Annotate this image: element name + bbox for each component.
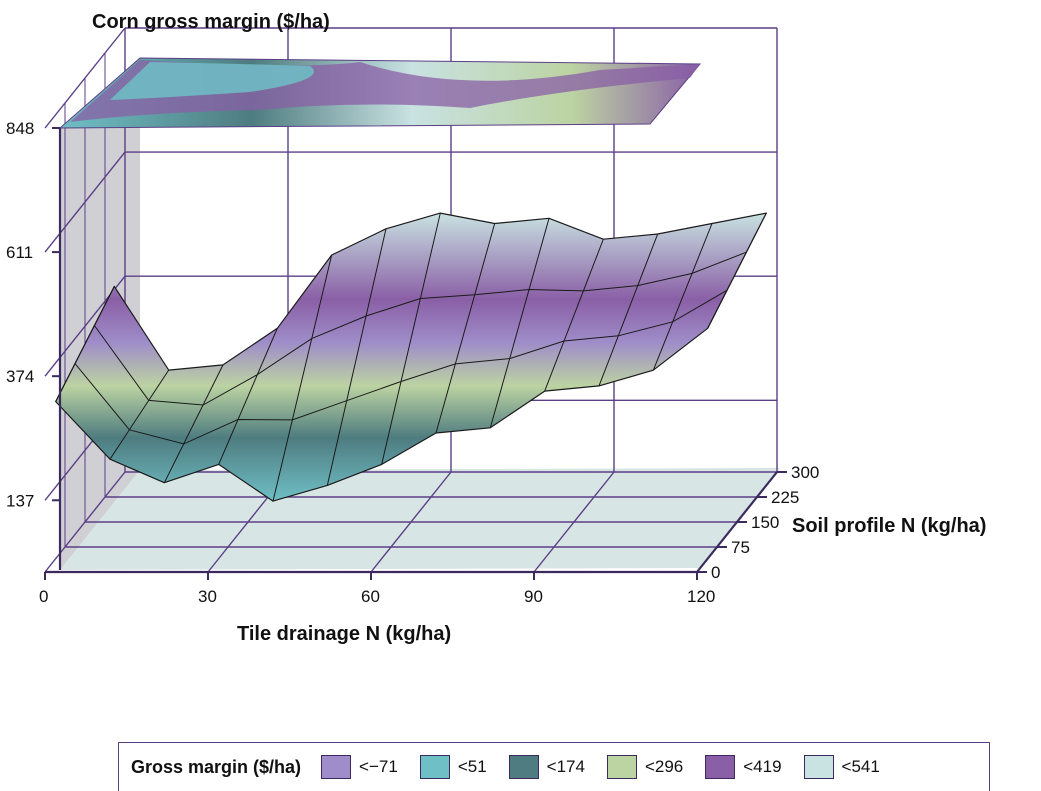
legend-item: <541 [803,755,880,779]
x-tick-label: 60 [361,587,380,606]
legend-item: <174 [508,755,585,779]
y-axis-label: Soil profile N (kg/ha) [792,515,986,537]
legend-swatch [606,755,637,779]
legend-swatch [803,755,834,779]
y-tick-label: 225 [771,488,799,507]
legend-item: <419 [705,755,782,779]
legend-swatch [321,755,352,779]
y-tick-label: 300 [791,463,819,482]
legend-label: <51 [457,757,487,776]
legend-item: <296 [606,755,684,779]
legend-label: <541 [841,757,880,776]
y-tick-label: 0 [711,563,720,582]
legend-item: <51 [419,755,487,779]
legend: Gross margin ($/ha) <−71 <51 <174 <296 <419 <… [118,742,990,791]
floor [60,468,780,570]
x-tick-label: 120 [687,587,715,606]
legend-item: <−71 [321,755,398,779]
surface-mesh [55,212,767,502]
y-tick-label: 75 [731,538,750,557]
x-axis-label: Tile drainage N (kg/ha) [237,623,451,645]
y-tick-label: 150 [751,513,779,532]
z-tick-label: 137 [6,491,34,510]
z-tick-label: 374 [6,367,34,386]
x-tick-label: 90 [524,587,543,606]
surface-wireframe [55,212,767,502]
legend-title: Gross margin ($/ha) [131,756,302,777]
legend-label: <296 [644,757,684,776]
legend-label: <419 [743,757,782,776]
legend-label: <−71 [359,757,398,776]
chart-title: Corn gross margin ($/ha) [92,11,330,33]
legend-swatch [419,755,450,779]
top-contour-band-2 [110,62,314,100]
z-tick-label: 848 [6,119,34,138]
legend-swatch [508,755,539,779]
legend-swatch [705,755,736,779]
z-tick-label: 611 [6,243,33,262]
x-tick-label: 30 [198,587,217,606]
x-tick-label: 0 [39,587,48,606]
legend-label: <174 [546,757,585,776]
